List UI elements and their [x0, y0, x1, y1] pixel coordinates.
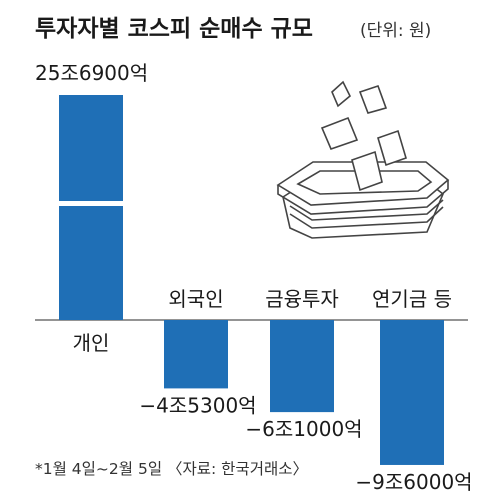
category-label-individual: 개인 [73, 331, 110, 355]
bar-foreign [164, 320, 228, 389]
bar-financial-investment [270, 320, 334, 413]
value-label-financial-investment: −6조1000억 [245, 417, 362, 441]
bar-pension-funds [380, 320, 444, 465]
value-label-foreign: −4조5300억 [139, 393, 256, 417]
category-label-pension-funds: 연기금 등 [372, 287, 452, 311]
chart-title: 투자자별 코스피 순매수 규모 [35, 16, 313, 42]
ballot-box-icon [276, 80, 450, 239]
bar-individual [59, 95, 123, 320]
footnote-source: *1월 4일~2월 5일 〈자료: 한국거래소〉 [35, 460, 308, 478]
category-label-financial-investment: 금융투자 [265, 287, 339, 311]
category-label-foreign: 외국인 [168, 287, 223, 311]
value-label-individual: 25조6900억 [35, 61, 148, 85]
value-label-pension-funds: −9조6000억 [355, 470, 472, 491]
axis-break-gap [57, 201, 125, 206]
chart-unit: (단위: 원) [360, 21, 431, 41]
